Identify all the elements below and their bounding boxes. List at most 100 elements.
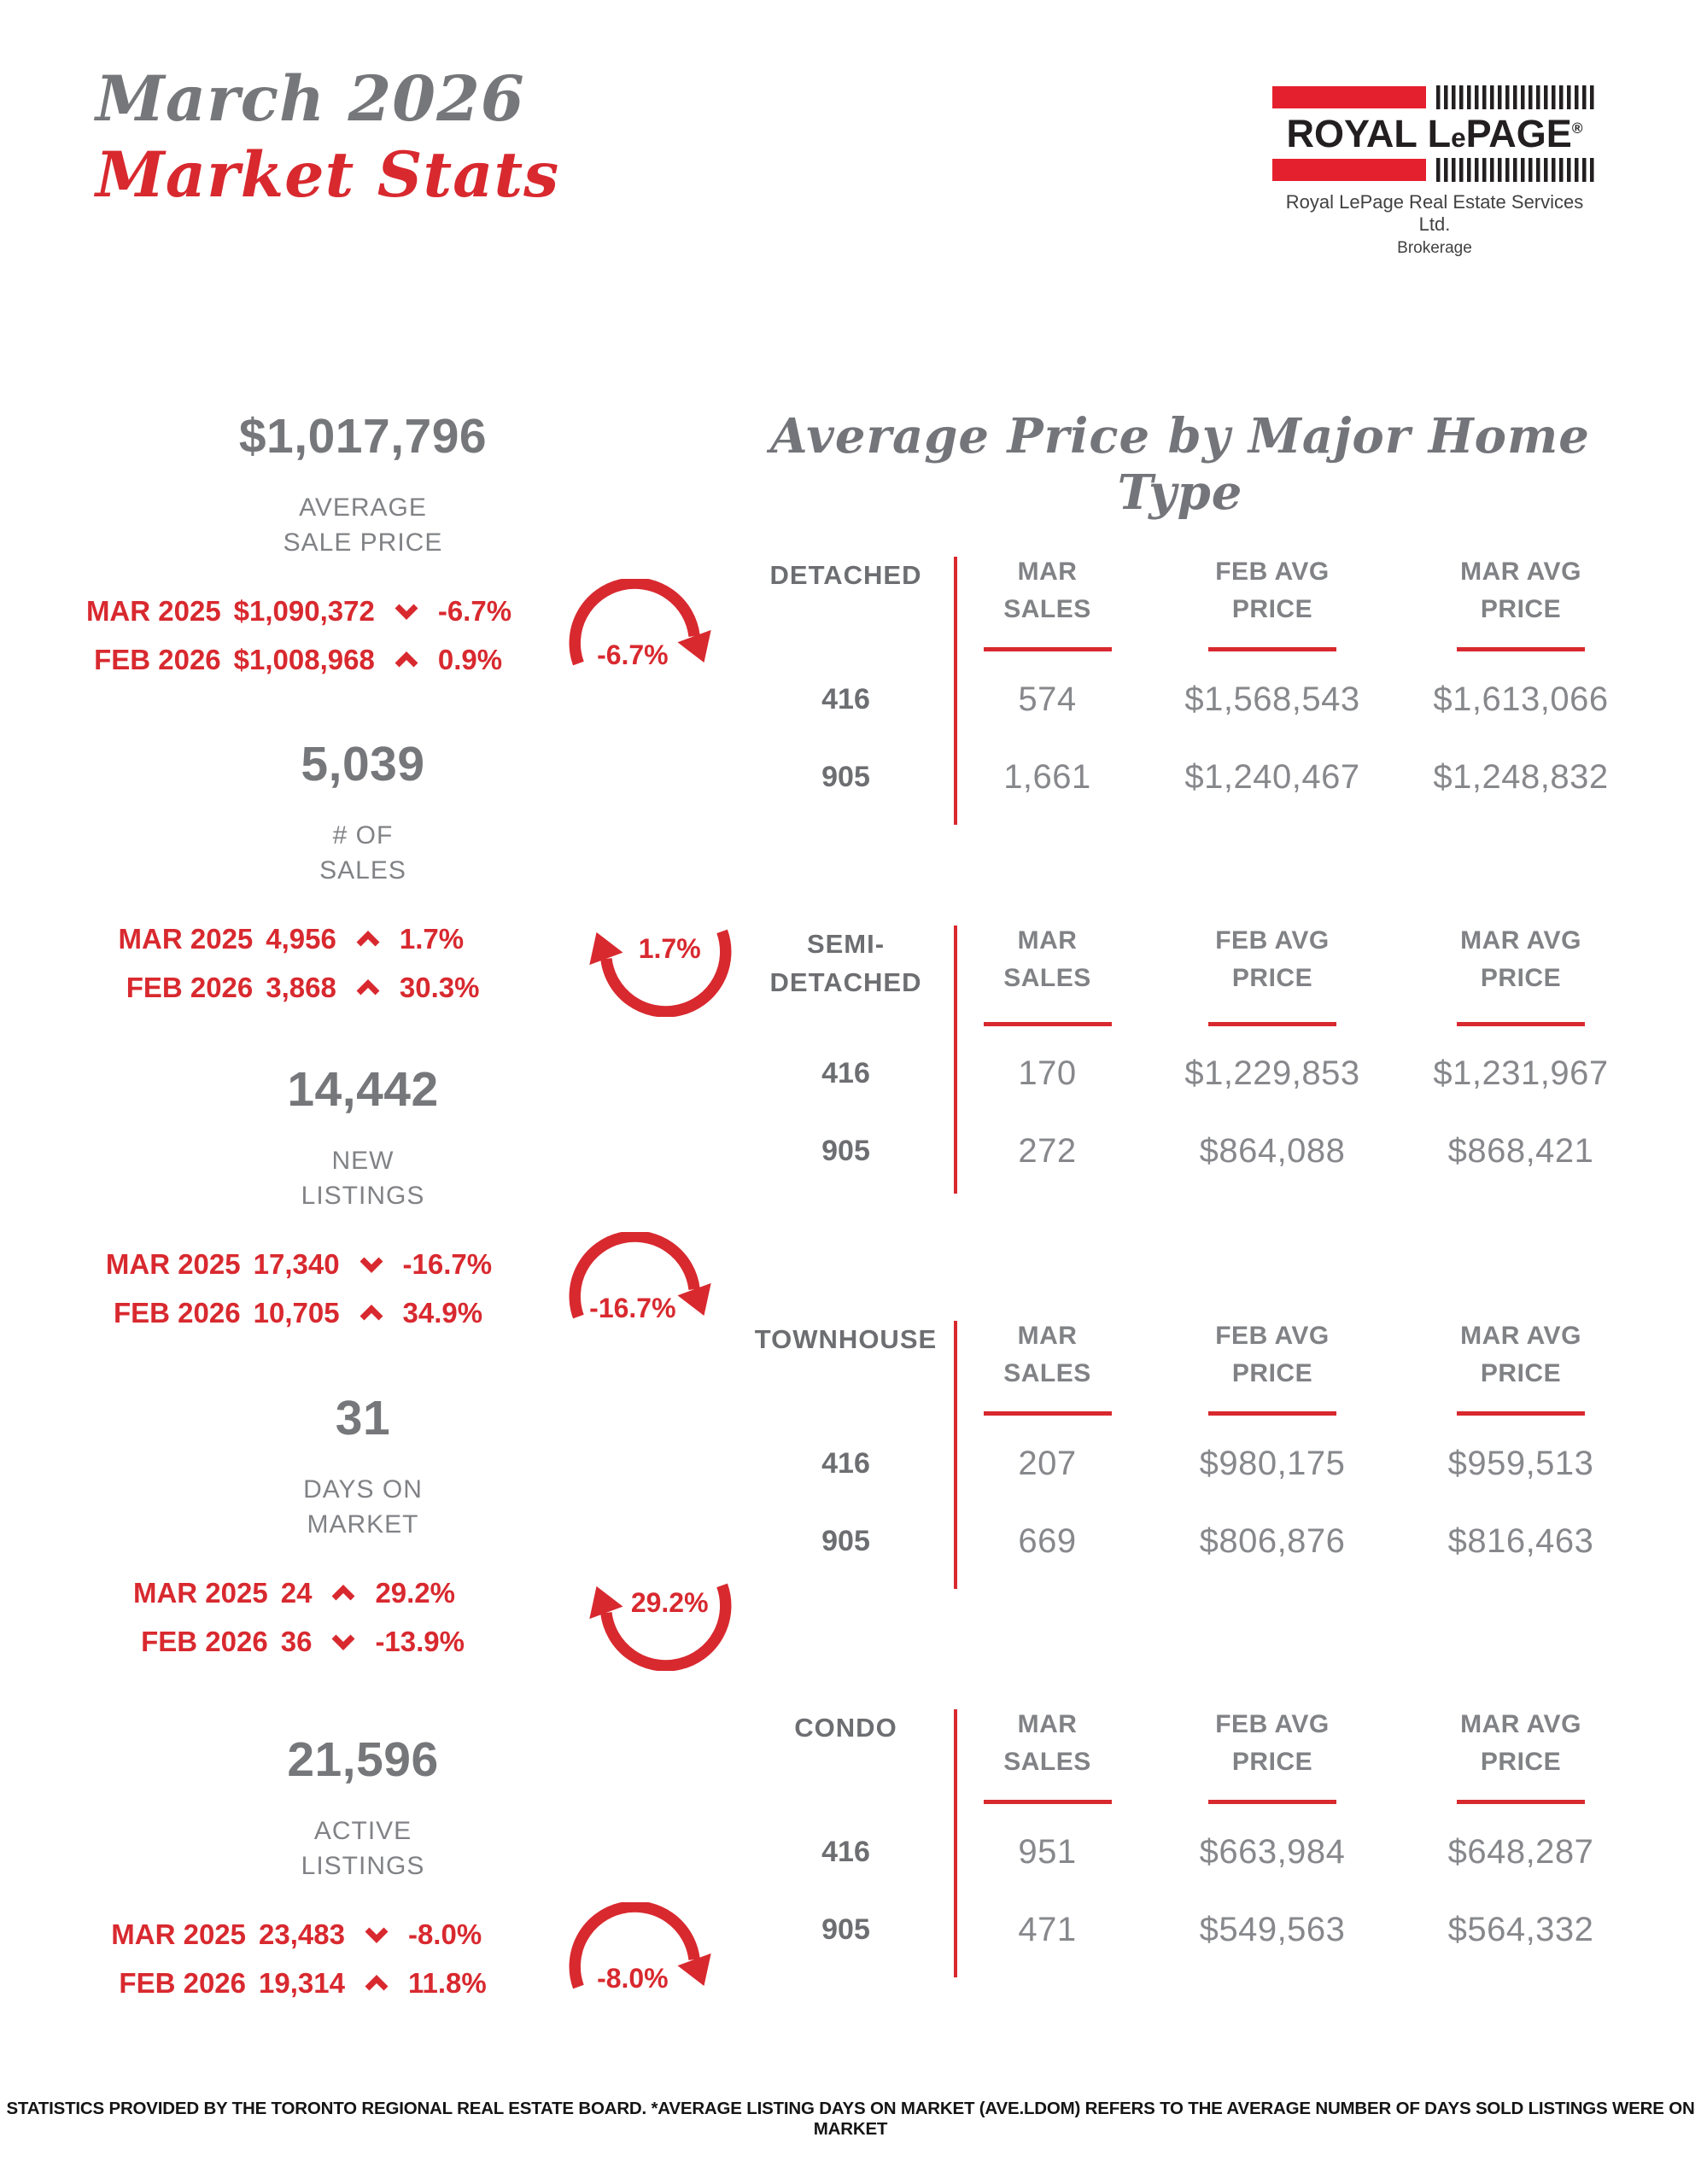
area-label-905: 905 [821, 1524, 870, 1557]
header-line1: MAR [1017, 926, 1078, 955]
column-header-feb-avg-price: FEB AVG PRICE [1148, 922, 1397, 1002]
header-line2: PRICE [1480, 1358, 1562, 1387]
comparison-percent: 30.3% [399, 971, 480, 1003]
logo-text-royal-l: ROYAL L [1286, 112, 1452, 155]
stat-label-line1: NEW [331, 1147, 395, 1175]
cell-mar-avg-price: $868,421 [1447, 1132, 1594, 1171]
stat-block-days-on-market: 31 DAYS ON MARKET MAR 2025 24 29.2% FEB … [51, 1390, 743, 1671]
stat-label-line2: SALE PRICE [283, 528, 443, 558]
area-label-416: 416 [821, 1446, 870, 1480]
stat-label-line1: ACTIVE [313, 1817, 412, 1845]
column-header-mar-sales: MAR SALES [947, 1317, 1148, 1392]
comparison-value: 10,705 [253, 1296, 340, 1329]
comparison-period: MAR 2025 [85, 594, 221, 627]
comparison-percent: 0.9% [437, 643, 503, 675]
stat-comparison-rows: MAR 2025 23,483 -8.0% FEB 2026 19,314 11… [51, 1918, 547, 2000]
table-divider-line [954, 1709, 957, 1977]
cell-feb-avg-price: $980,175 [1199, 1444, 1346, 1482]
stat-label-line2: LISTINGS [301, 1852, 425, 1881]
logo-wordmark: ROYAL LePAGE® [1272, 112, 1597, 156]
cell-feb-avg-price: $1,568,543 [1184, 680, 1360, 718]
cell-mar-sales: 471 [1018, 1910, 1077, 1948]
comparison-percent: -13.9% [375, 1625, 465, 1657]
header-line2: PRICE [1231, 963, 1313, 992]
column-header-mar-avg-price: MAR AVG PRICE [1397, 922, 1645, 1002]
stat-value: 31 [335, 1391, 391, 1445]
stat-block-new-listings: 14,442 NEW LISTINGS MAR 2025 17,340 -16.… [51, 1061, 743, 1329]
column-header-feb-avg-price: FEB AVG PRICE [1148, 1706, 1397, 1780]
logo-red-bar-bottom [1272, 158, 1426, 181]
trend-arrow-down-icon: -6.7% [569, 579, 711, 670]
home-type-label: DETACHED [745, 553, 947, 628]
comparison-value: 23,483 [259, 1918, 345, 1950]
header-line2: SALES [1003, 1358, 1091, 1387]
cell-mar-avg-price: $1,231,967 [1433, 1054, 1609, 1093]
comparison-period: FEB 2026 [119, 1966, 247, 1999]
area-label-416: 416 [821, 1835, 870, 1868]
header-line2: PRICE [1480, 1747, 1562, 1776]
logo-top-bars [1272, 85, 1597, 109]
header-line2: SALES [1003, 594, 1091, 623]
comparison-percent: 1.7% [399, 922, 465, 955]
column-header-feb-avg-price: FEB AVG PRICE [1148, 1317, 1397, 1392]
logo-red-bar-top [1272, 85, 1426, 108]
header-underline [1148, 628, 1397, 658]
stat-label-line1: DAYS ON [303, 1475, 423, 1504]
stat-label-line1: AVERAGE [299, 493, 427, 522]
header-underline [1397, 1780, 1645, 1811]
page-title-subtitle: Market Stats [96, 138, 560, 213]
logo-text-e: e [1451, 122, 1466, 153]
header-underline [947, 1780, 1148, 1811]
area-label-905: 905 [821, 1135, 870, 1168]
chevron-down-icon [388, 602, 425, 621]
stat-label: AVERAGE SALE PRICE [51, 490, 675, 561]
header-underline [947, 1002, 1148, 1033]
header-line1: MAR [1017, 1710, 1078, 1738]
comparison-period: FEB 2026 [94, 643, 221, 675]
cell-mar-avg-price: $1,248,832 [1433, 757, 1609, 796]
comparison-percent: 29.2% [375, 1576, 456, 1609]
header-line2: PRICE [1480, 594, 1562, 623]
home-type-label: CONDO [745, 1706, 947, 1780]
comparison-period: MAR 2025 [132, 1576, 268, 1609]
cell-mar-sales: 272 [1018, 1132, 1077, 1171]
comparison-period: MAR 2025 [105, 1247, 241, 1280]
cell-feb-avg-price: $1,229,853 [1184, 1054, 1360, 1093]
chevron-up-icon [324, 1584, 362, 1603]
header-underline [1148, 1780, 1397, 1811]
column-header-mar-avg-price: MAR AVG PRICE [1397, 553, 1645, 628]
header-line2: SALES [1003, 963, 1091, 992]
stat-comparison-rows: MAR 2025 17,340 -16.7% FEB 2026 10,705 3… [51, 1248, 547, 1329]
cell-mar-sales: 207 [1018, 1444, 1077, 1482]
comparison-percent: -6.7% [437, 594, 512, 627]
trend-arrow-percent: -16.7% [589, 1293, 675, 1323]
stat-comparison-rows: MAR 2025 4,956 1.7% FEB 2026 3,868 30.3% [51, 923, 547, 1004]
area-label-905: 905 [821, 760, 870, 793]
stat-label-line1: # OF [332, 821, 394, 850]
column-header-feb-avg-price: FEB AVG PRICE [1148, 553, 1397, 628]
cell-mar-sales: 170 [1018, 1054, 1077, 1093]
stat-value: 14,442 [287, 1062, 439, 1117]
header-line2: PRICE [1480, 963, 1562, 992]
cell-feb-avg-price: $663,984 [1199, 1832, 1346, 1871]
stat-value: 21,596 [287, 1732, 439, 1787]
cell-feb-avg-price: $549,563 [1199, 1910, 1346, 1948]
spacer [745, 1392, 947, 1422]
comparison-period: FEB 2026 [141, 1625, 268, 1657]
comparison-period: FEB 2026 [114, 1296, 241, 1329]
stat-block-number-of-sales: 5,039 # OF SALES MAR 2025 4,956 1.7% FEB… [51, 736, 743, 1017]
stat-label-line2: SALES [319, 856, 406, 885]
column-header-mar-avg-price: MAR AVG PRICE [1397, 1317, 1645, 1392]
trend-arrow-percent: -6.7% [597, 639, 669, 670]
header-underline [1397, 628, 1645, 658]
cell-mar-sales: 1,661 [1003, 757, 1091, 796]
chevron-up-icon [349, 930, 387, 949]
comparison-period: FEB 2026 [126, 971, 254, 1003]
stat-block-average-sale-price: $1,017,796 AVERAGE SALE PRICE MAR 2025 $… [51, 408, 743, 676]
page-title-month: March 2026 [96, 62, 525, 136]
stat-label: NEW LISTINGS [51, 1143, 675, 1214]
logo-company-name: Royal LePage Real Estate Services Ltd. [1285, 191, 1584, 235]
stat-value: $1,017,796 [238, 409, 488, 464]
trend-arrow-down-icon: -16.7% [569, 1232, 711, 1323]
